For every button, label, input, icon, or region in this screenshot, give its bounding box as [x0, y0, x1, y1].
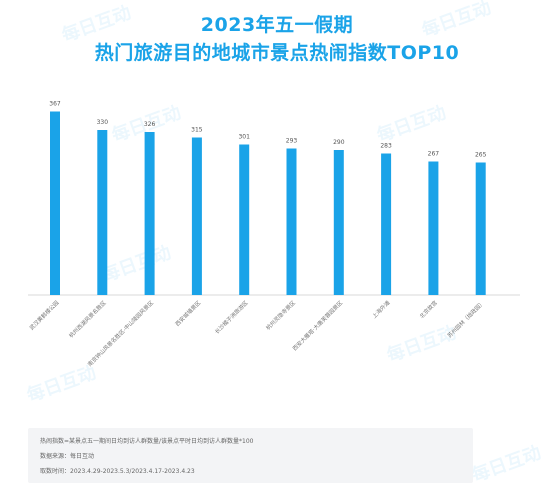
bar-value-label: 293: [286, 138, 298, 145]
category-label: 长沙橘子洲旅游区: [213, 298, 250, 335]
bar-value-label: 283: [380, 143, 392, 150]
bar: [191, 137, 202, 295]
bar: [286, 148, 297, 295]
bar: [333, 150, 344, 295]
bar: [428, 161, 439, 295]
bar: [50, 111, 60, 295]
bar-value-label: 330: [97, 119, 109, 126]
category-label: 西安城墙景区: [173, 298, 202, 327]
category-label: 杭州西湖风景名胜区: [67, 298, 108, 339]
bar-value-label: 367: [49, 101, 61, 108]
bar: [239, 144, 250, 295]
watermark: 每日互动: [469, 442, 544, 487]
category-label: 北京故宫: [418, 298, 440, 320]
chart-title-line1: 2023年五一假期: [200, 14, 354, 36]
bar-value-label: 267: [428, 151, 440, 158]
bar: [144, 132, 155, 295]
footnote-date-range: 取数时间：2023.4.29-2023.5.3/2023.4.17-2023.4…: [40, 468, 195, 475]
category-label: 苏州园林（拙政园）: [445, 299, 486, 340]
bar-value-label: 326: [144, 121, 156, 128]
category-label: 西安大雁塔·大唐芙蓉园景区: [291, 298, 345, 352]
bar: [475, 162, 486, 295]
footnote-box: 热闹指数=某景点五一期间日均到访人群数量/该景点平时日均到访人群数量*100 数…: [28, 428, 473, 483]
bar-chart: 367武汉黄鹤楼公园330杭州西湖风景名胜区326南京钟山风景名胜区-中山陵园风…: [28, 101, 520, 368]
bar: [381, 153, 392, 295]
bar-value-label: 290: [333, 139, 345, 146]
category-label: 武汉黄鹤楼公园: [28, 298, 61, 331]
footnote-definition: 热闹指数=某景点五一期间日均到访人群数量/该景点平时日均到访人群数量*100: [40, 438, 254, 445]
bar: [97, 130, 108, 295]
category-label: 杭州灵隐寺景区: [264, 298, 297, 331]
bar-value-label: 315: [191, 127, 203, 134]
category-label: 上海外滩: [370, 298, 392, 320]
chart-title-line2: 热门旅游目的地城市景点热闹指数TOP10: [94, 42, 460, 64]
bar-value-label: 301: [238, 134, 250, 141]
footnote-source: 数据来源：每日互动: [40, 453, 95, 460]
bar-value-label: 265: [475, 152, 487, 159]
